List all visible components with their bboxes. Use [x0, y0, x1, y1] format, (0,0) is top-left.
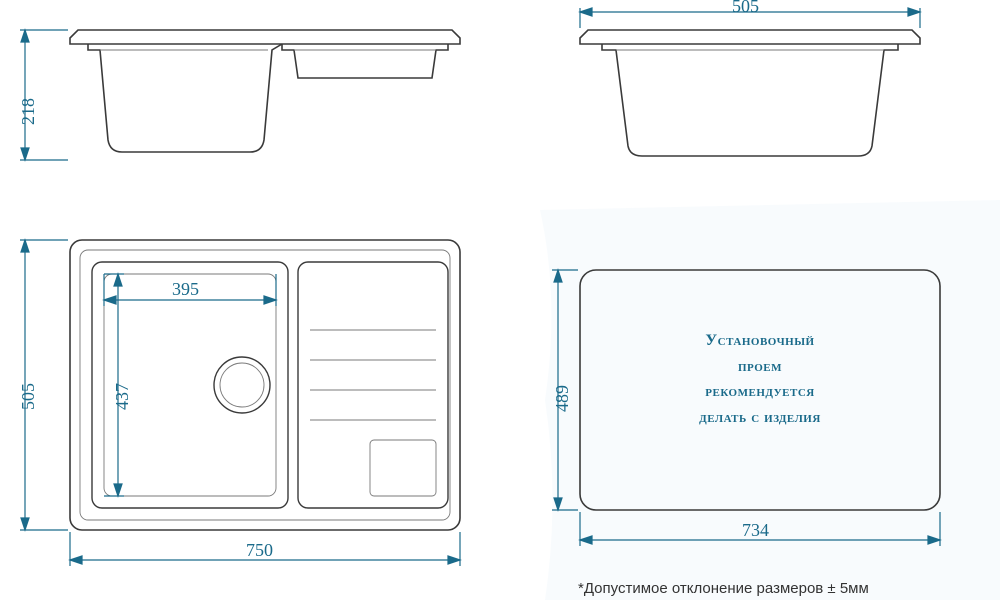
tolerance-footnote: *Допустимое отклонение размеров ± 5мм	[578, 580, 869, 597]
cutout-panel	[0, 0, 1000, 606]
note-line-2: проем	[620, 354, 900, 380]
dim-cutout-height: 489	[552, 385, 573, 412]
cutout-note: Установочный проем рекомендуется делать …	[620, 328, 900, 430]
dim-cutout-width: 734	[742, 520, 769, 541]
note-line-4: делать с изделия	[620, 405, 900, 431]
note-line-1: Установочный	[620, 328, 900, 354]
diagram-canvas: 218 505	[0, 0, 1000, 606]
note-line-3: рекомендуется	[620, 379, 900, 405]
